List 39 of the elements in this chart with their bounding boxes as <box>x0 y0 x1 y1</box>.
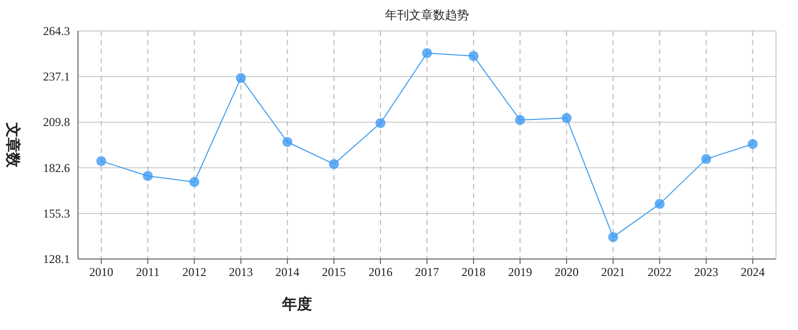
x-tick-label: 2020 <box>554 265 579 279</box>
x-axis-title: 年度 <box>281 295 312 313</box>
x-tick-label: 2023 <box>694 265 718 279</box>
point <box>189 176 200 187</box>
y-tick-label: 128.1 <box>43 252 70 266</box>
y-tick-label: 264.3 <box>43 24 70 38</box>
point <box>748 138 758 149</box>
point <box>422 48 432 58</box>
x-tick-label: 2010 <box>89 265 114 279</box>
x-tick-label: 2018 <box>462 265 486 279</box>
x-tick-label: 2019 <box>508 265 532 279</box>
point <box>608 232 618 242</box>
x-tick-label: 2012 <box>182 265 206 279</box>
x-tick-label: 2013 <box>228 265 253 279</box>
y-tick-label: 209.8 <box>43 115 70 130</box>
y-tick-label: 155.3 <box>43 206 70 220</box>
point <box>282 136 292 147</box>
x-tick-label: 2017 <box>415 265 439 279</box>
point <box>142 170 153 181</box>
point <box>375 118 386 128</box>
y-axis-title: 文章数 <box>4 122 22 168</box>
x-tick-label: 2022 <box>648 265 672 279</box>
x-tick-label: 2024 <box>740 265 765 279</box>
point <box>515 115 526 126</box>
x-tick-label: 2011 <box>136 265 160 279</box>
point <box>96 156 106 166</box>
point <box>562 113 572 124</box>
x-tick-label: 2015 <box>322 265 346 279</box>
y-tick-label: 182.6 <box>43 160 70 175</box>
point <box>236 73 246 84</box>
point <box>468 50 479 61</box>
point <box>328 159 339 170</box>
y-tick-label: 237.1 <box>43 70 70 84</box>
x-tick-label: 2014 <box>275 265 300 279</box>
x-tick-label: 2016 <box>368 265 392 279</box>
point <box>701 154 712 164</box>
chart-title: 年刊文章数趋势 <box>385 8 469 22</box>
x-tick-label: 2021 <box>601 265 626 279</box>
point <box>654 198 665 209</box>
